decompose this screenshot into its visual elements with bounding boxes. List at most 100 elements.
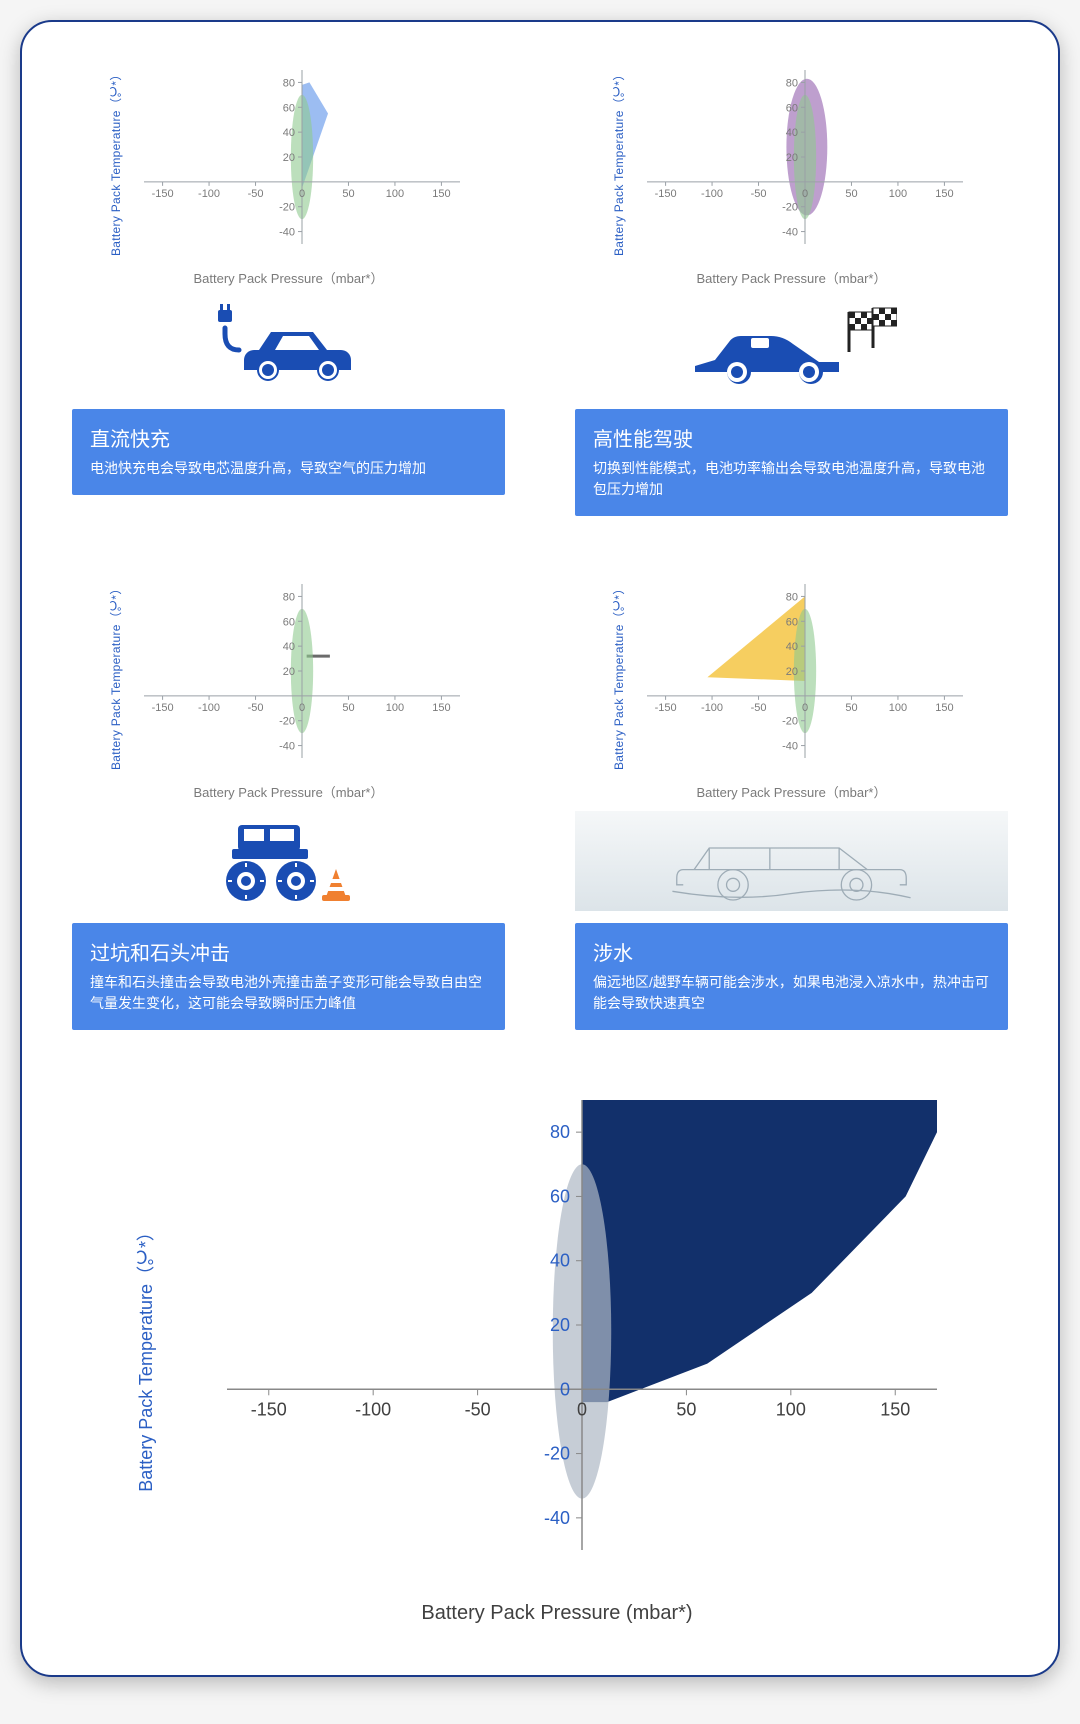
svg-text:150: 150 — [432, 702, 450, 714]
svg-text:100: 100 — [776, 1399, 806, 1419]
y-axis-label: Battery Pack Temperature（℃*） — [107, 62, 124, 262]
chart-pothole: -150-100-5005010015020406080-20-40 — [130, 576, 470, 776]
svg-text:-50: -50 — [248, 702, 264, 714]
svg-text:-20: -20 — [544, 1444, 570, 1464]
svg-text:80: 80 — [786, 77, 798, 89]
svg-text:-40: -40 — [544, 1508, 570, 1528]
svg-text:-50: -50 — [465, 1399, 491, 1419]
x-axis-label: Battery Pack Pressure（mbar*） — [696, 782, 886, 801]
svg-text:0: 0 — [560, 1379, 570, 1399]
svg-text:0: 0 — [802, 188, 808, 200]
svg-text:60: 60 — [786, 102, 798, 114]
svg-text:100: 100 — [889, 188, 907, 200]
svg-text:150: 150 — [880, 1399, 910, 1419]
panel-high-performance: Battery Pack Temperature（℃*） -150-100-50… — [575, 62, 1008, 516]
svg-text:40: 40 — [283, 641, 295, 653]
svg-text:80: 80 — [283, 591, 295, 603]
icon-row — [575, 297, 1008, 397]
chart-wading: -150-100-5005010015020406080-20-40 — [633, 576, 973, 776]
svg-text:40: 40 — [786, 641, 798, 653]
summary-chart: -150 -100 -50 0 50 100 150 0 20 40 60 80 -20 -40 — [167, 1090, 947, 1590]
caption-body: 电池快充电会导致电芯温度升高，导致空气的压力增加 — [90, 458, 487, 479]
svg-text:80: 80 — [550, 1122, 570, 1142]
panel-wading: Battery Pack Temperature（℃*） -150 -100 -50… — [575, 576, 1008, 1030]
svg-text:20: 20 — [550, 1315, 570, 1335]
wading-car-icon — [575, 811, 1008, 911]
svg-text:-150: -150 — [251, 1399, 287, 1419]
caption-body: 撞车和石头撞击会导致电池外壳撞击盖子变形可能会导致自由空气量发生变化，这可能会导… — [90, 972, 487, 1014]
svg-text:150: 150 — [432, 188, 450, 200]
svg-text:100: 100 — [889, 702, 907, 714]
caption-box: 直流快充 电池快充电会导致电芯温度升高，导致空气的压力增加 — [72, 409, 505, 495]
caption-box: 高性能驾驶 切换到性能模式，电池功率输出会导致电池温度升高，导致电池包压力增加 — [575, 409, 1008, 516]
caption-title: 涉水 — [593, 937, 990, 966]
svg-text:-20: -20 — [782, 202, 798, 214]
svg-text:-150: -150 — [655, 702, 677, 714]
svg-text:-20: -20 — [782, 716, 798, 728]
svg-text:0: 0 — [299, 702, 305, 714]
svg-text:60: 60 — [786, 616, 798, 628]
chart-high-performance: -150-100-5005010015020406080-20-40 — [633, 62, 973, 262]
x-axis-label: Battery Pack Pressure（mbar*） — [193, 782, 383, 801]
svg-text:40: 40 — [283, 127, 295, 139]
svg-text:-50: -50 — [751, 188, 767, 200]
svg-text:-100: -100 — [198, 188, 220, 200]
svg-text:-150: -150 — [152, 188, 174, 200]
y-axis-label: Battery Pack Temperature（℃*） — [610, 62, 627, 262]
chart-dc-fast-charge: -150 -100 -50 0 50 100 150 20 40 60 80 -20 -40 — [130, 62, 470, 262]
svg-text:-40: -40 — [279, 741, 295, 753]
panel-pothole: Battery Pack Temperature（℃*） -150-100-50… — [72, 576, 505, 1030]
svg-text:50: 50 — [342, 188, 354, 200]
summary-chart-wrap: Battery Pack Temperature（℃*） -150 -100 -50… — [72, 1090, 1008, 1625]
icon-row — [72, 811, 505, 911]
svg-text:-100: -100 — [198, 702, 220, 714]
ev-car-icon — [209, 302, 369, 392]
svg-text:20: 20 — [786, 666, 798, 678]
caption-box: 涉水 偏远地区/越野车辆可能会涉水，如果电池浸入凉水中，热冲击可能会导致快速真空 — [575, 923, 1008, 1030]
infographic-frame: Battery Pack Temperature（℃*） -150 -100 -50… — [20, 20, 1060, 1677]
svg-text:-20: -20 — [279, 716, 295, 728]
svg-text:-20: -20 — [279, 202, 295, 214]
svg-text:-150: -150 — [655, 188, 677, 200]
svg-text:-50: -50 — [248, 188, 264, 200]
caption-title: 直流快充 — [90, 423, 487, 452]
svg-text:40: 40 — [786, 127, 798, 139]
caption-box: 过坑和石头冲击 撞车和石头撞击会导致电池外壳撞击盖子变形可能会导致自由空气量发生… — [72, 923, 505, 1030]
y-axis-label-big: Battery Pack Temperature（℃*） — [133, 1223, 159, 1492]
svg-text:-40: -40 — [279, 227, 295, 239]
caption-title: 高性能驾驶 — [593, 423, 990, 452]
caption-body: 偏远地区/越野车辆可能会涉水，如果电池浸入凉水中，热冲击可能会导致快速真空 — [593, 972, 990, 1014]
panel-grid: Battery Pack Temperature（℃*） -150 -100 -50… — [72, 62, 1008, 1030]
svg-text:20: 20 — [283, 152, 295, 164]
svg-text:-40: -40 — [782, 741, 798, 753]
panel-dc-fast-charge: Battery Pack Temperature（℃*） -150 -100 -50… — [72, 62, 505, 516]
svg-text:50: 50 — [342, 702, 354, 714]
x-axis-label: Battery Pack Pressure（mbar*） — [696, 268, 886, 287]
svg-text:150: 150 — [935, 702, 953, 714]
svg-text:0: 0 — [802, 702, 808, 714]
svg-text:0: 0 — [577, 1399, 587, 1419]
caption-body: 切换到性能模式，电池功率输出会导致电池温度升高，导致电池包压力增加 — [593, 458, 990, 500]
svg-text:50: 50 — [845, 188, 857, 200]
svg-text:40: 40 — [550, 1251, 570, 1271]
svg-text:60: 60 — [283, 616, 295, 628]
svg-text:100: 100 — [386, 188, 404, 200]
icon-row — [575, 811, 1008, 911]
svg-text:60: 60 — [283, 102, 295, 114]
svg-text:-150: -150 — [152, 702, 174, 714]
svg-text:60: 60 — [550, 1186, 570, 1206]
svg-text:20: 20 — [283, 666, 295, 678]
svg-text:20: 20 — [786, 152, 798, 164]
svg-text:-100: -100 — [701, 702, 723, 714]
svg-text:0: 0 — [299, 188, 305, 200]
svg-text:80: 80 — [786, 591, 798, 603]
icon-row — [72, 297, 505, 397]
svg-text:-50: -50 — [751, 702, 767, 714]
svg-text:150: 150 — [935, 188, 953, 200]
x-axis-label: Battery Pack Pressure（mbar*） — [193, 268, 383, 287]
y-axis-label: Battery Pack Temperature（℃*） — [610, 576, 627, 776]
svg-text:-100: -100 — [355, 1399, 391, 1419]
svg-text:80: 80 — [283, 77, 295, 89]
svg-text:50: 50 — [676, 1399, 696, 1419]
caption-title: 过坑和石头冲击 — [90, 937, 487, 966]
